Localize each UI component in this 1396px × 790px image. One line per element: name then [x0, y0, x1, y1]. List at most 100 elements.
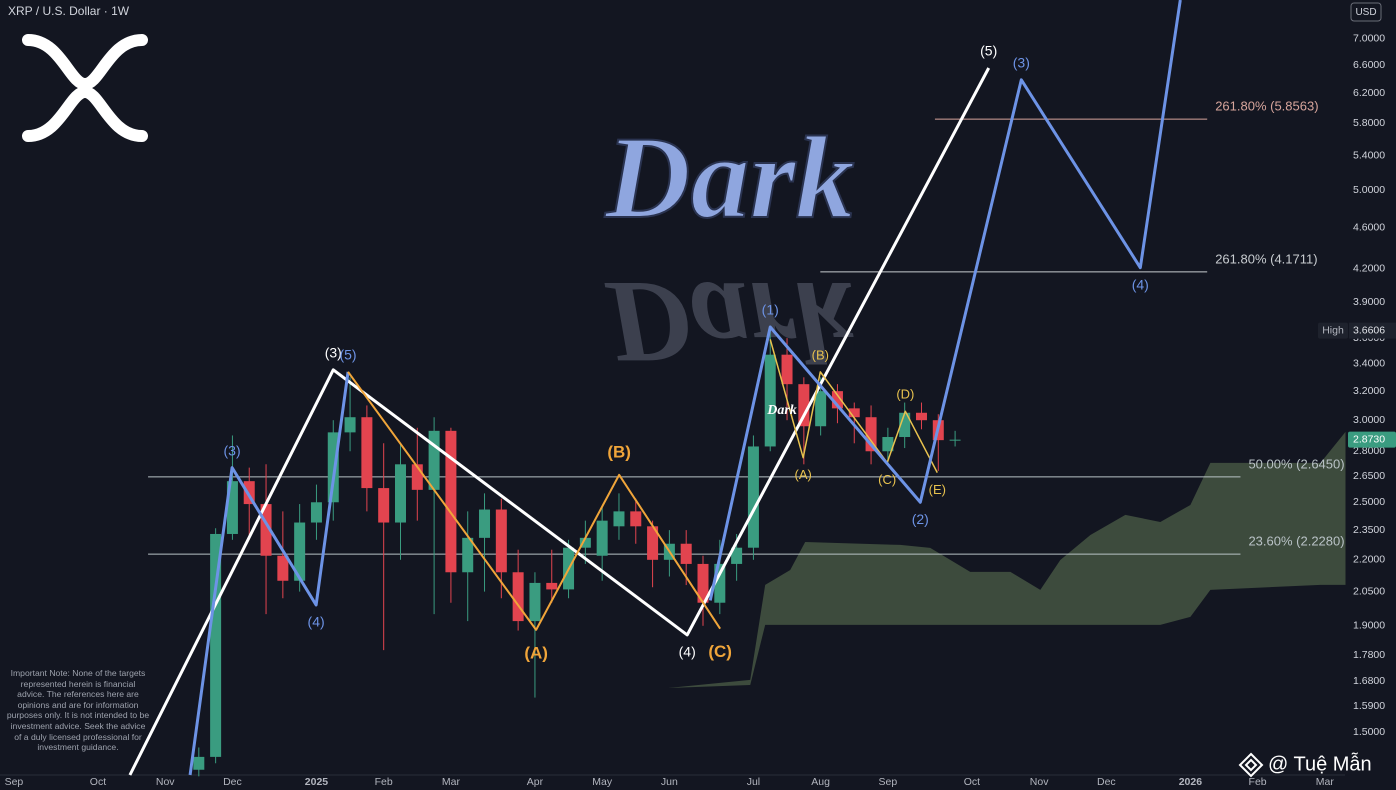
candle-body: [226, 481, 238, 534]
candle-body: [546, 582, 558, 590]
candle: [462, 511, 474, 622]
candle: [882, 427, 894, 465]
wave-line: [347, 371, 721, 631]
candle-body: [378, 488, 390, 523]
candle: [747, 435, 759, 560]
y-tick-label: 1.6800: [1353, 675, 1385, 687]
wave-label: (4): [1132, 276, 1149, 292]
candle-body: [747, 446, 759, 548]
candle: [411, 427, 423, 521]
candle-body: [714, 563, 726, 603]
candle-body: [596, 520, 608, 556]
x-tick-label: Mar: [442, 776, 461, 788]
candle: [781, 338, 793, 421]
candle-body: [277, 555, 289, 581]
candle-body: [445, 430, 457, 573]
fib-label: 50.00% (2.6450): [1248, 456, 1344, 471]
y-tick-label: 5.8000: [1353, 117, 1385, 129]
candle: [949, 430, 961, 447]
high-tag-value: 3.6606: [1353, 324, 1385, 336]
x-tick-label: Oct: [964, 776, 980, 788]
candle-body: [361, 417, 373, 489]
candle-body: [529, 582, 541, 622]
candle-body: [210, 533, 222, 757]
candle: [243, 467, 255, 540]
wave-label: (C): [708, 642, 732, 661]
candle: [210, 528, 222, 764]
candle-body: [915, 412, 927, 421]
wave-line: [128, 67, 991, 776]
candle: [193, 747, 205, 777]
candle: [344, 377, 356, 452]
y-tick-label: 5.4000: [1353, 149, 1385, 161]
candle-body: [327, 432, 339, 503]
candle: [697, 555, 709, 626]
candle-body: [831, 391, 843, 409]
y-tick-label: 3.2000: [1353, 385, 1385, 397]
candle: [915, 402, 927, 430]
candle: [394, 443, 406, 560]
candle: [647, 520, 659, 588]
y-tick-label: 4.2000: [1353, 263, 1385, 275]
wave-label: (4): [679, 644, 696, 660]
candle-body: [630, 511, 642, 527]
candle: [865, 405, 877, 465]
logo-text: Dark: [604, 112, 854, 243]
wave-label: (5): [980, 43, 997, 59]
candle-body: [495, 509, 507, 573]
x-tick-label: May: [592, 776, 613, 788]
x-tick-label: Feb: [1249, 776, 1267, 788]
high-tag-box: [1318, 322, 1348, 339]
binance-icon: [1238, 752, 1264, 778]
candle: [613, 493, 625, 540]
y-tick-label: 2.2000: [1353, 554, 1385, 566]
candle: [260, 464, 272, 615]
wave-label: (E): [929, 482, 946, 497]
candle-body: [579, 537, 591, 548]
candle: [428, 417, 440, 615]
high-tag-value-box: [1349, 322, 1396, 339]
currency-label[interactable]: USD: [1355, 7, 1376, 18]
high-tag-label: High: [1322, 324, 1344, 336]
binance-diamond: [1238, 752, 1264, 778]
y-tick-label: 6.2000: [1353, 87, 1385, 99]
candle-body: [764, 354, 776, 447]
candle-body: [697, 563, 709, 603]
y-tick-label: 1.7800: [1353, 649, 1385, 661]
candle: [579, 520, 591, 564]
wave-label: (A): [794, 467, 811, 482]
candle: [310, 484, 322, 540]
candle: [512, 549, 524, 631]
x-tick-label: Feb: [375, 776, 393, 788]
candle-body: [613, 511, 625, 527]
last-price-label: 2.8730: [1353, 433, 1385, 445]
candle-body: [294, 522, 306, 581]
candle-body: [848, 408, 860, 418]
candle-body: [479, 509, 491, 538]
wave-label: (A): [524, 643, 548, 662]
candle-body: [798, 384, 810, 427]
xrp-logo-bottom: [22, 85, 148, 142]
candle-body: [428, 430, 440, 490]
currency-box[interactable]: [1350, 2, 1382, 22]
x-tick-label: 2026: [1179, 776, 1203, 788]
y-tick-label: 3.0000: [1353, 414, 1385, 426]
candle-body: [865, 417, 877, 452]
y-tick-label: 7.0000: [1353, 33, 1385, 45]
chart-title: XRP / U.S. Dollar · 1W: [8, 4, 130, 18]
y-tick-label: 6.6000: [1353, 59, 1385, 71]
candle-body: [411, 464, 423, 490]
candle-body: [781, 354, 793, 385]
candle: [899, 402, 911, 449]
candle: [663, 530, 675, 577]
candle-body: [815, 391, 827, 427]
candle-body: [344, 417, 356, 433]
candle: [798, 377, 810, 465]
candle-body: [193, 756, 205, 770]
x-tick-label: 2025: [305, 776, 329, 788]
logo-reflection: Dark: [604, 257, 854, 388]
watermark: @ Tuệ Mẫn: [1268, 752, 1372, 775]
candle-body: [512, 572, 524, 622]
wave-label: (2): [912, 511, 929, 527]
x-tick-label: Sep: [879, 776, 898, 788]
